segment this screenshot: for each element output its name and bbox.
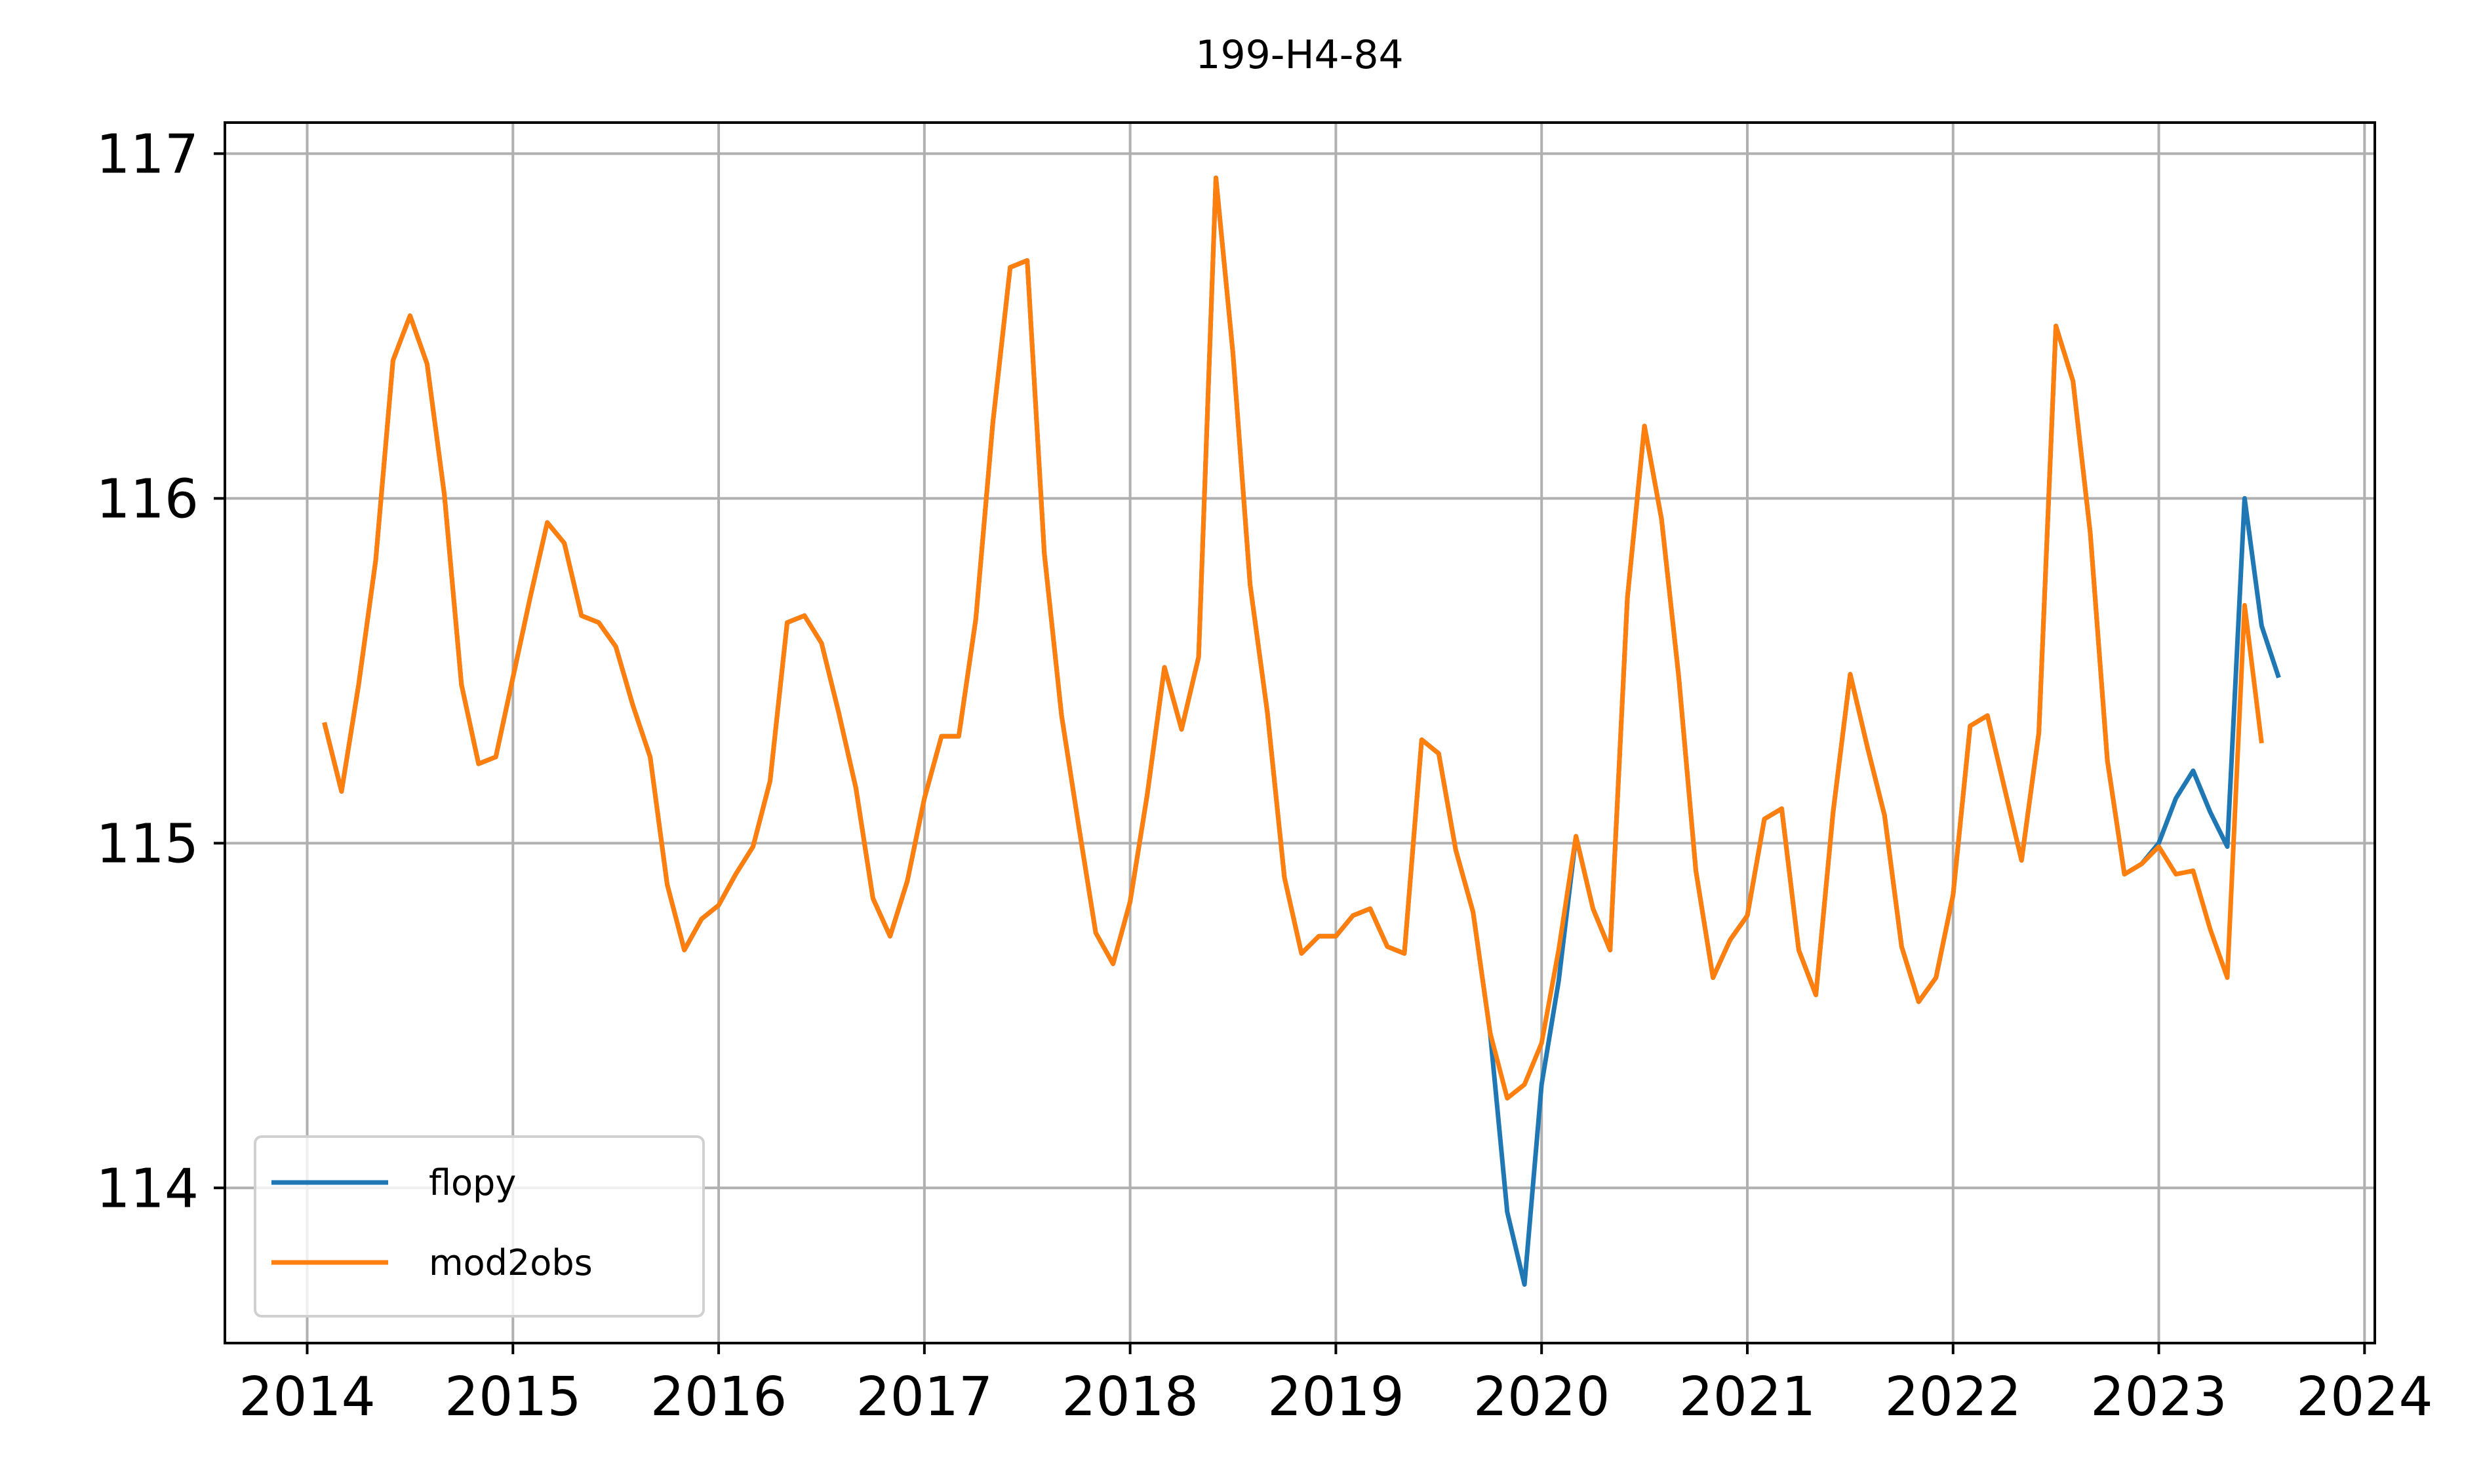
legend-label: flopy <box>429 1162 516 1203</box>
x-tick-label: 2016 <box>650 1366 787 1428</box>
x-tick-label: 2021 <box>1679 1366 1816 1428</box>
chart-title: 199-H4-84 <box>1195 32 1403 78</box>
plot-frame <box>224 121 2376 1344</box>
x-tick-label: 2024 <box>2296 1366 2433 1428</box>
x-tick-label: 2023 <box>2090 1366 2227 1428</box>
x-tick-label: 2015 <box>445 1366 582 1428</box>
series-line <box>322 175 2281 1287</box>
x-tick-label: 2020 <box>1473 1366 1610 1428</box>
x-tick-label: 2022 <box>1884 1366 2021 1428</box>
y-tick-label: 114 <box>96 1158 199 1220</box>
series-line <box>322 175 2264 1101</box>
x-tick-label: 2014 <box>239 1366 376 1428</box>
y-tick-label: 115 <box>96 813 199 875</box>
x-tick-label: 2018 <box>1062 1366 1199 1428</box>
x-tick-label: 2017 <box>856 1366 993 1428</box>
y-tick-label: 117 <box>96 123 199 186</box>
legend-label: mod2obs <box>429 1242 593 1283</box>
x-tick-label: 2019 <box>1267 1366 1404 1428</box>
y-tick-label: 116 <box>96 468 199 530</box>
legend: flopy mod2obs <box>254 1135 705 1318</box>
